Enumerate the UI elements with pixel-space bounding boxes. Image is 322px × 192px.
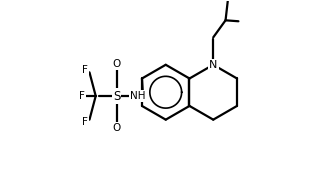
Text: F: F	[82, 65, 88, 74]
Text: O: O	[112, 59, 121, 69]
Text: O: O	[112, 123, 121, 133]
Text: N: N	[209, 60, 217, 70]
Text: F: F	[82, 118, 88, 127]
Text: S: S	[113, 89, 120, 103]
Text: NH: NH	[129, 91, 145, 101]
Text: F: F	[79, 91, 84, 101]
